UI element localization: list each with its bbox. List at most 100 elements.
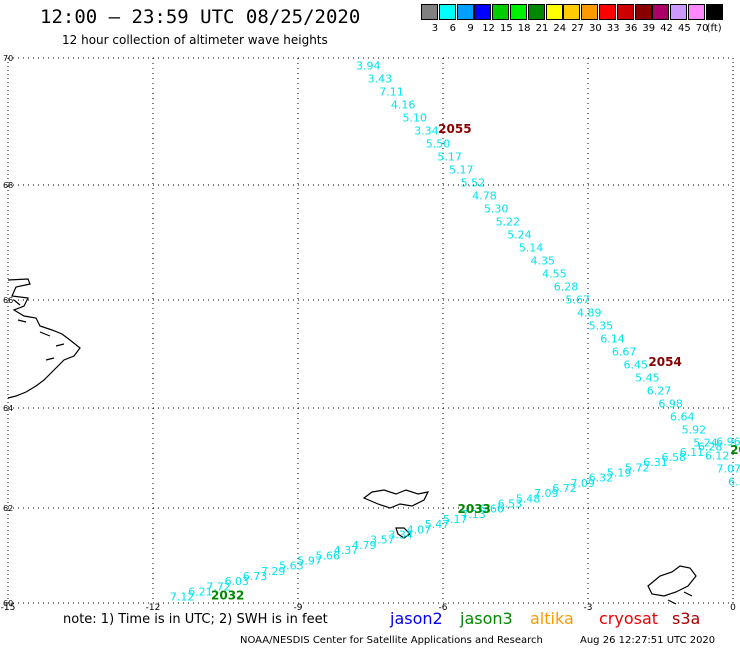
coastline-path [7, 278, 81, 399]
descending-track-value: 4.55 [542, 267, 567, 280]
ascending-track-value: 5.48 [516, 492, 541, 505]
ascending-track-value: 6.28 [698, 441, 723, 454]
ascending-track-value: 7.09 [534, 487, 559, 500]
descending-track-value: 5.17 [437, 150, 462, 163]
latitude-tick-label: 60 [3, 599, 13, 608]
legend-bin-label: 12 [482, 23, 495, 34]
legend-swatch [705, 4, 723, 20]
descending-track-value: 6.27 [647, 384, 672, 397]
descending-track-value: 5.52 [461, 176, 486, 189]
longitude-tick-label: -12 [146, 603, 161, 613]
ascending-track-value: 6.53 [498, 498, 523, 511]
pass-number-label: 20 [730, 443, 740, 457]
descending-track-value: 5.17 [449, 163, 474, 176]
legend-swatch [438, 4, 456, 20]
legend-swatch [688, 4, 705, 20]
legend-bin-label: 27 [571, 23, 584, 34]
descending-track-value: 7.11 [379, 85, 404, 98]
ascending-track-value: 6.73 [243, 570, 268, 583]
legend-bin-label: 21 [535, 23, 549, 34]
legend-swatch [616, 4, 634, 20]
latitude-tick-label: 68 [3, 181, 13, 190]
ascending-track-value: 5.63 [279, 560, 304, 573]
legend-bin-label: 36 [624, 23, 638, 34]
legend-bin-label: 42 [660, 23, 673, 34]
descending-track-value: 3.34 [414, 124, 439, 137]
descending-track-value: 5.22 [496, 215, 521, 228]
ascending-track-value: 6.03 [225, 575, 250, 588]
longitude-tick-label: -6 [439, 603, 448, 613]
ascending-track-value: 6.31 [643, 456, 668, 469]
descending-track-value: 6.14 [600, 332, 625, 345]
descending-track-value: 6.12 [705, 449, 730, 462]
legend-swatch [563, 4, 581, 20]
latitude-tick-label: 64 [3, 404, 13, 413]
latitude-tick-label: 66 [3, 296, 13, 305]
legend-swatch [670, 4, 688, 20]
descending-track-value: 6.67 [612, 345, 637, 358]
legend-bin-label: 15 [500, 23, 513, 34]
ascending-track-value: 7.29 [261, 565, 286, 578]
descending-track-value: 5.50 [426, 137, 451, 150]
legend-bin-label: 39 [642, 23, 656, 34]
ascending-track-value: 4.79 [352, 539, 377, 552]
latitude-tick-label: 62 [3, 504, 13, 513]
descending-track-value: 4.35 [530, 254, 555, 267]
descending-track-value: 5.67 [565, 293, 590, 306]
descending-track-value: 5.92 [682, 423, 707, 436]
ascending-track-value: 5.17 [443, 513, 468, 526]
longitude-tick-label: 0 [730, 603, 736, 613]
descending-track-value: 5.45 [635, 371, 660, 384]
legend-bin-label: 24 [553, 23, 567, 34]
longitude-tick-label: -15 [1, 603, 16, 613]
ascending-track-value: 5.97 [297, 554, 322, 567]
ascending-track-value: 6.96 [716, 436, 740, 449]
ascending-track-value: 5.66 [316, 549, 341, 562]
descending-track-value: 5.10 [403, 111, 428, 124]
legend-swatch [545, 4, 563, 20]
descending-track-value: 5.24 [693, 436, 718, 449]
pass-labels: 2055 2054 2033 2032 20 [211, 122, 740, 603]
agency-credit: NOAA/NESDIS Center for Satellite Applica… [240, 635, 543, 646]
legend-swatch [634, 4, 652, 20]
satellite-name-jason2: jason2 [390, 609, 443, 628]
descending-track-value: 4.78 [472, 189, 497, 202]
descending-track-value: 3.94 [356, 59, 381, 72]
legend-bin-label: 18 [517, 23, 531, 34]
legend-bin-label: 6 [449, 23, 456, 34]
descending-track-value: 3.43 [368, 72, 393, 85]
legend-swatch [510, 4, 527, 20]
longitude-tick-label: -9 [294, 603, 303, 613]
ascending-track-value: 6.72 [552, 482, 577, 495]
units-note: note: 1) Time is in UTC; 2) SWH is in fe… [63, 612, 328, 627]
descending-track-value: 4.16 [391, 98, 416, 111]
coastlines [7, 278, 697, 605]
axis-labels: -15 -12 -9 -6 -3 0 60 62 64 66 68 70 [1, 54, 736, 613]
ascending-track-value: 3.57 [370, 534, 395, 547]
legend-bin-label: 33 [606, 23, 620, 34]
legend-swatch [421, 4, 438, 20]
ascending-track-value: 6.58 [661, 451, 686, 464]
legend-swatch [456, 4, 474, 20]
legend-bin-label: 9 [467, 23, 474, 34]
coastline-path [395, 527, 411, 539]
latitude-tick-label: 70 [3, 54, 13, 63]
graticule [7, 57, 734, 604]
page-title: 12:00 – 23:59 UTC 08/25/2020 [40, 6, 361, 28]
coastline-path [362, 489, 430, 509]
descending-track-value: 5.14 [519, 241, 544, 254]
descending-track-value: 4.89 [577, 306, 602, 319]
descending-track-value: 5.35 [589, 319, 614, 332]
ascending-track-value: 6.66 [479, 503, 504, 516]
descending-track-value: 7.07 [717, 462, 740, 475]
ascending-track-value: 6.32 [589, 472, 614, 485]
longitude-tick-label: -3 [584, 603, 593, 613]
descending-track-value: 6.45 [623, 358, 648, 371]
generated-timestamp: Aug 26 12:27:51 UTC 2020 [580, 635, 716, 646]
legend-swatch [599, 4, 616, 20]
legend-bin-label: 3 [431, 23, 439, 34]
page-subtitle: 12 hour collection of altimeter wave hei… [62, 33, 328, 47]
legend-swatch [492, 4, 510, 20]
ascending-track-value: 3.34 [388, 529, 413, 542]
